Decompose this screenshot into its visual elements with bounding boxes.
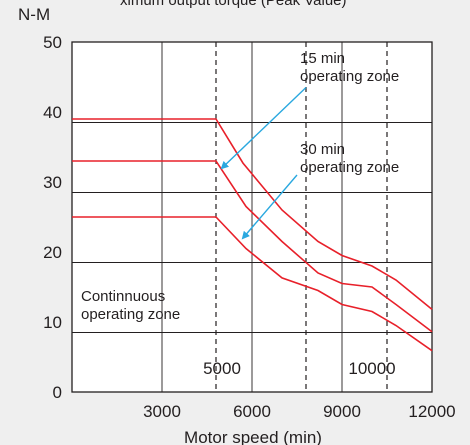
annotation-arrow	[241, 174, 298, 240]
y-tick-label: 30	[43, 173, 62, 192]
annotation-text: 30 min	[300, 141, 345, 158]
y-tick-label: 50	[43, 33, 62, 52]
y-tick-label: 10	[43, 313, 62, 332]
top-text: ximum output torque (Peak Value)	[120, 0, 347, 9]
x-tick-label: 6000	[233, 402, 271, 421]
curves	[72, 118, 433, 352]
annotation-arrow	[220, 86, 307, 170]
x-tick-label: 12000	[408, 402, 455, 421]
torque-curve	[72, 216, 433, 352]
inner-speed-label: 5000	[203, 359, 241, 378]
y-axis-label: N-M	[18, 5, 50, 24]
y-tick-label: 40	[43, 103, 62, 122]
y-tick-label: 0	[53, 383, 62, 402]
inner-speed-label: 10000	[348, 359, 395, 378]
grid	[72, 42, 432, 392]
annotation-text: operating zone	[300, 68, 399, 85]
torque-curve	[72, 118, 433, 311]
annotation-text: operating zone	[300, 159, 399, 176]
annotation-text: operating zone	[81, 306, 180, 323]
annotation-text: Continnuous	[81, 288, 165, 305]
x-tick-label: 3000	[143, 402, 181, 421]
torque-curve	[72, 160, 433, 333]
annotation-text: 15 min	[300, 50, 345, 67]
y-tick-label: 20	[43, 243, 62, 262]
x-axis-label: Motor speed (min)	[184, 428, 322, 445]
axis-labels: ximum output torque (Peak Value) N-M Mot…	[18, 0, 456, 445]
x-tick-label: 9000	[323, 402, 361, 421]
